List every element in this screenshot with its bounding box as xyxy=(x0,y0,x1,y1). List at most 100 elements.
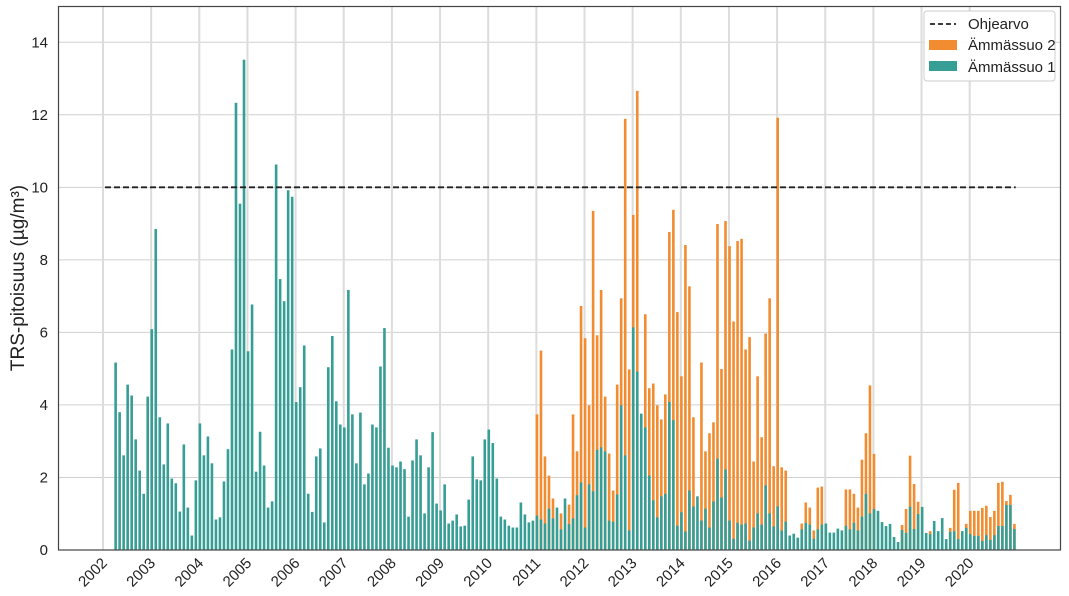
bar-ammassuo-1 xyxy=(218,517,222,550)
y-tick-label: 6 xyxy=(40,324,48,341)
x-axis-ticks: 2002 2003 2004 2005 2006 2007 2008 2009 2010 2011… xyxy=(75,555,977,591)
bar-ammassuo-1 xyxy=(848,529,852,550)
bar-ammassuo-1 xyxy=(475,479,479,550)
bar-ammassuo-1 xyxy=(736,522,739,550)
bar-ammassuo-1 xyxy=(748,540,751,550)
bar-ammassuo-1 xyxy=(924,532,928,550)
bar-ammassuo-1 xyxy=(880,522,884,550)
bar-ammassuo-1 xyxy=(591,491,595,550)
bar-ammassuo-2 xyxy=(908,455,912,550)
bar-ammassuo-1 xyxy=(712,501,715,550)
bar-ammassuo-1 xyxy=(210,463,214,550)
bar-ammassuo-2 xyxy=(756,376,759,550)
bar-ammassuo-1 xyxy=(415,439,418,550)
bar-ammassuo-1 xyxy=(840,530,844,550)
bar-ammassuo-2 xyxy=(985,505,988,550)
bar-ammassuo-1 xyxy=(696,496,699,550)
bar-ammassuo-1 xyxy=(948,531,952,550)
bar-ammassuo-1 xyxy=(343,427,346,550)
bar-ammassuo-1 xyxy=(290,196,294,550)
bar-ammassuo-1 xyxy=(732,538,735,550)
bar-ammassuo-1 xyxy=(720,497,723,550)
bar-ammassuo-2 xyxy=(973,510,976,550)
bar-ammassuo-1 xyxy=(531,520,535,550)
bar-ammassuo-1 xyxy=(363,484,366,550)
bar-ammassuo-1 xyxy=(250,304,254,550)
bar-ammassuo-1 xyxy=(266,507,270,550)
bar-ammassuo-1 xyxy=(459,526,462,550)
bar-ammassuo-2 xyxy=(872,453,876,550)
bar-ammassuo-1 xyxy=(198,423,202,550)
x-tick-label: 2017 xyxy=(797,555,833,591)
bar-ammassuo-1 xyxy=(495,478,499,550)
bar-ammassuo-1 xyxy=(932,520,936,550)
bar-ammassuo-1 xyxy=(656,517,659,550)
bar-ammassuo-2 xyxy=(864,433,868,550)
bar-ammassuo-1 xyxy=(643,427,647,550)
bar-ammassuo-1 xyxy=(627,530,631,550)
x-tick-label: 2006 xyxy=(268,555,304,591)
bar-ammassuo-1 xyxy=(547,508,551,550)
bar-ammassuo-2 xyxy=(587,405,591,550)
bar-ammassuo-1 xyxy=(194,480,198,550)
y-axis-label: TRS-pitoisuus (µg/m³) xyxy=(8,185,29,371)
bar-ammassuo-2 xyxy=(856,507,860,550)
bar-ammassuo-1 xyxy=(543,523,547,550)
bar-ammassuo-1 xyxy=(981,540,984,550)
bar-ammassuo-1 xyxy=(335,401,338,550)
x-tick-label: 2002 xyxy=(75,555,111,591)
y-tick-label: 10 xyxy=(31,179,48,196)
bar-ammassuo-2 xyxy=(716,223,719,551)
bar-ammassuo-1 xyxy=(784,521,788,550)
bar-ammassuo-1 xyxy=(860,516,864,550)
bar-ammassuo-2 xyxy=(571,414,575,550)
bar-ammassuo-1 xyxy=(676,525,679,550)
bar-ammassuo-1 xyxy=(423,513,426,550)
bar-ammassuo-1 xyxy=(567,524,571,550)
bar-ammassuo-1 xyxy=(162,464,166,550)
bar-ammassuo-1 xyxy=(214,519,218,550)
bar-ammassuo-1 xyxy=(876,510,880,550)
bar-ammassuo-2 xyxy=(539,350,543,550)
bar-ammassuo-1 xyxy=(555,507,559,550)
bar-ammassuo-1 xyxy=(242,59,246,550)
bar-ammassuo-1 xyxy=(668,402,671,550)
bar-ammassuo-1 xyxy=(355,463,358,550)
bar-ammassuo-1 xyxy=(330,336,334,550)
bar-ammassuo-1 xyxy=(868,513,872,550)
bars xyxy=(114,59,1016,551)
bar-ammassuo-2 xyxy=(744,349,747,550)
bar-ammassuo-2 xyxy=(748,337,751,550)
bar-ammassuo-2 xyxy=(776,117,779,551)
bar-ammassuo-2 xyxy=(672,209,675,550)
bar-ammassuo-1 xyxy=(278,279,282,550)
x-tick-label: 2003 xyxy=(123,555,159,591)
bar-ammassuo-1 xyxy=(238,203,242,551)
y-tick-label: 12 xyxy=(31,107,48,124)
bar-ammassuo-2 xyxy=(728,246,731,550)
legend: Ohjearvo Ämmässuo 2 Ämmässuo 1 xyxy=(923,10,1056,82)
bar-ammassuo-1 xyxy=(587,484,591,550)
bar-ammassuo-2 xyxy=(684,244,687,551)
bar-ammassuo-2 xyxy=(535,414,539,550)
bar-ammassuo-1 xyxy=(226,449,230,550)
bar-ammassuo-1 xyxy=(772,526,775,550)
bar-ammassuo-1 xyxy=(900,530,904,550)
bar-ammassuo-1 xyxy=(623,455,627,550)
bar-ammassuo-2 xyxy=(676,312,679,550)
bar-ammassuo-1 xyxy=(467,499,471,550)
bar-ammassuo-2 xyxy=(543,456,547,550)
bar-ammassuo-2 xyxy=(736,241,739,550)
bar-ammassuo-1 xyxy=(740,524,743,550)
bar-ammassuo-2 xyxy=(989,516,992,550)
bar-ammassuo-1 xyxy=(326,367,330,550)
bar-ammassuo-2 xyxy=(816,487,820,550)
x-tick-label: 2018 xyxy=(846,555,882,591)
bar-ammassuo-1 xyxy=(916,514,920,550)
bar-ammassuo-1 xyxy=(471,456,475,550)
bar-ammassuo-1 xyxy=(451,520,454,550)
bar-ammassuo-1 xyxy=(664,493,667,550)
bar-ammassuo-1 xyxy=(395,467,398,550)
bar-ammassuo-1 xyxy=(888,523,892,550)
